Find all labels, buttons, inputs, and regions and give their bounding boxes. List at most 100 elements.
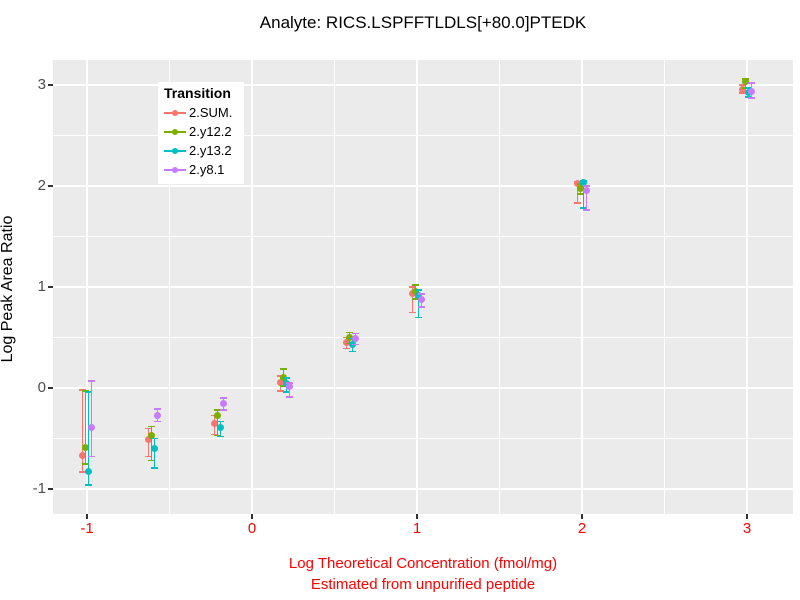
- x-tick-label: -1: [80, 520, 94, 537]
- error-bar-cap-top: [148, 425, 155, 428]
- x-tick-mark: [416, 514, 418, 519]
- key-dot: [172, 147, 178, 154]
- legend-item: 2.y8.1: [164, 160, 240, 179]
- error-bar-cap-top: [85, 391, 92, 393]
- gridline-minor-horizontal: [53, 236, 793, 237]
- y-tick-label: 3: [37, 76, 46, 93]
- y-tick-mark: [48, 387, 53, 389]
- error-bar-cap-bottom: [85, 484, 92, 486]
- data-point: [85, 468, 92, 476]
- x-tick-mark: [581, 514, 583, 519]
- legend-item-label: 2.y8.1: [189, 162, 225, 177]
- error-bar-cap-bottom: [574, 202, 581, 204]
- data-point: [577, 184, 584, 192]
- data-point: [220, 399, 227, 407]
- error-bar-cap-bottom: [283, 391, 290, 393]
- error-bar-cap-bottom: [352, 343, 359, 346]
- data-point: [82, 444, 89, 452]
- error-bar-cap-bottom: [148, 459, 155, 462]
- x-axis-title-line2: Estimated from unpurified peptide: [310, 576, 536, 593]
- error-bar-cap-bottom: [217, 435, 224, 438]
- data-point: [739, 85, 746, 93]
- data-point: [748, 87, 755, 95]
- data-point: [214, 411, 221, 419]
- gridline-major-horizontal: [53, 286, 793, 288]
- legend-item: 2.y12.2: [164, 122, 240, 141]
- data-point: [145, 436, 152, 443]
- x-axis-title: Log Theoretical Concentration (fmol/mg) …: [53, 553, 793, 595]
- y-tick-label: -1: [32, 480, 46, 497]
- error-bar-cap-top: [88, 380, 95, 382]
- data-point: [352, 335, 359, 342]
- error-bar-cap-bottom: [409, 311, 416, 313]
- y-tick-label: 2: [37, 177, 46, 194]
- error-bar: [153, 438, 156, 468]
- key-dot: [172, 128, 178, 135]
- error-bar-cap-bottom: [220, 409, 227, 411]
- error-bar-cap-top: [583, 185, 590, 187]
- legend: Transition 2.SUM. 2.y12.2 2.y13.2 2.y8.1: [158, 82, 244, 184]
- legend-item: 2.y13.2: [164, 141, 240, 160]
- error-bar: [150, 426, 153, 461]
- legend-item-label: 2.y13.2: [189, 143, 232, 158]
- error-bar: [417, 290, 420, 318]
- legend-item-label: 2.SUM.: [189, 105, 233, 120]
- error-bar-cap-top: [739, 84, 746, 86]
- plot-panel: Transition 2.SUM. 2.y12.2 2.y13.2 2.y8.1: [53, 60, 793, 514]
- data-point: [277, 379, 284, 387]
- error-bar-cap-bottom: [748, 97, 755, 99]
- gridline-major-horizontal: [53, 387, 793, 389]
- x-axis-title-line1: Log Theoretical Concentration (fmol/mg): [288, 555, 558, 572]
- error-bar-cap-top: [280, 368, 287, 370]
- error-bar-cap-top: [145, 427, 152, 430]
- error-bar: [576, 181, 579, 204]
- pointrange-key-icon: [164, 165, 186, 175]
- gridline-major-horizontal: [53, 488, 793, 490]
- pointrange-key-icon: [164, 127, 186, 137]
- error-bar-cap-top: [217, 420, 224, 423]
- error-bar-cap-top: [82, 390, 89, 392]
- error-bar: [585, 186, 588, 211]
- x-tick-label: 1: [412, 520, 422, 537]
- error-bar-cap-bottom: [88, 455, 95, 458]
- data-point: [286, 383, 293, 391]
- key-dot: [172, 166, 178, 173]
- error-bar-cap-bottom: [151, 467, 158, 469]
- error-bar-cap-bottom: [415, 316, 422, 319]
- error-bar-cap-top: [220, 397, 227, 399]
- data-point: [88, 423, 95, 431]
- legend-item-label: 2.y12.2: [189, 124, 232, 139]
- error-bar-cap-bottom: [277, 390, 284, 392]
- error-bar-cap-bottom: [583, 209, 590, 211]
- data-point: [79, 452, 86, 460]
- x-tick-label: 0: [247, 520, 257, 537]
- error-bar-cap-top: [214, 409, 221, 411]
- pointrange-key-icon: [164, 146, 186, 156]
- error-bar-cap-top: [286, 382, 293, 384]
- error-bar-cap-bottom: [154, 420, 161, 423]
- y-tick-label: 0: [37, 379, 46, 396]
- error-bar-cap-top: [352, 332, 359, 335]
- error-bar-cap-top: [283, 377, 290, 379]
- chart-title: Analyte: RICS.LSPFFTLDLS[+80.0]PTEDK: [259, 13, 587, 32]
- error-bar-cap-bottom: [745, 96, 752, 98]
- gridline-major-horizontal: [53, 84, 793, 86]
- data-point: [583, 186, 590, 194]
- y-tick-mark: [48, 185, 53, 187]
- y-tick-mark: [48, 488, 53, 490]
- error-bar-cap-bottom: [580, 207, 587, 209]
- x-tick-mark: [746, 514, 748, 519]
- data-point: [412, 287, 419, 295]
- y-tick-mark: [48, 286, 53, 288]
- error-bar-cap-bottom: [418, 306, 425, 308]
- error-bar-cap-top: [418, 293, 425, 295]
- error-bar-cap-top: [748, 82, 755, 84]
- error-bar-cap-bottom: [82, 463, 89, 465]
- data-point: [154, 411, 161, 419]
- error-bar-cap-top: [346, 331, 353, 334]
- error-bar: [81, 390, 84, 472]
- error-bar-cap-top: [154, 408, 161, 410]
- error-bar-cap-top: [151, 437, 158, 440]
- error-bar-cap-bottom: [214, 434, 221, 437]
